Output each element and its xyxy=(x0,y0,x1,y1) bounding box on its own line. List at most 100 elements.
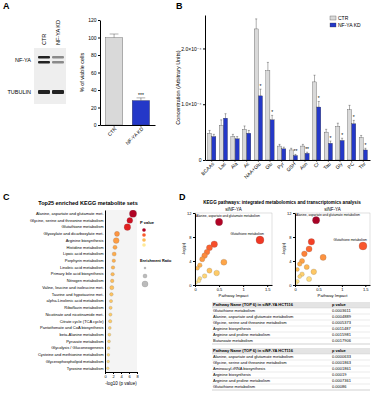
tick: Arginine biosynthesis xyxy=(66,238,105,243)
plot-background xyxy=(105,210,137,372)
legend-swatch xyxy=(142,281,148,287)
tick-label: Arginine biosynthesis xyxy=(66,238,104,243)
axis-title: -log(p) xyxy=(281,242,286,255)
dot xyxy=(108,340,111,343)
error-bar xyxy=(353,120,355,123)
bar xyxy=(359,138,363,160)
error-bar xyxy=(220,120,222,126)
dot xyxy=(111,272,115,276)
tick-mark xyxy=(193,261,195,262)
tick-mark xyxy=(98,125,100,126)
panel-letter: A xyxy=(3,1,10,11)
error-bar xyxy=(259,89,261,96)
tick: Citrate cycle (TCA cycle) xyxy=(60,319,105,324)
band xyxy=(52,61,64,64)
tick-label: Glyoxylate and dicarboxylate met. xyxy=(43,231,103,236)
axis: CTRNF-YA KD xyxy=(101,125,156,146)
dot xyxy=(110,293,114,297)
bar xyxy=(266,71,270,160)
tick-label: 0 xyxy=(294,287,297,292)
significance: * xyxy=(364,142,366,148)
tick-label: Porphyrin metabolism xyxy=(65,258,104,263)
tick-label: Lac xyxy=(217,160,227,170)
point xyxy=(202,274,207,279)
point xyxy=(306,276,311,281)
tick-label: Glycolysis / Gluconeogenesis xyxy=(51,345,103,350)
bar xyxy=(305,153,309,160)
table: Pathway Name (TOP 6) in siNF-YA HCT116p … xyxy=(212,302,370,344)
table-cell: Alanine, aspartate and glutamate metabol… xyxy=(213,354,294,359)
bar xyxy=(132,101,149,126)
dot xyxy=(112,259,116,263)
table-cell: 0.0007361 xyxy=(332,378,352,383)
legend: CTRNF-YA KD xyxy=(330,15,361,28)
tick-mark xyxy=(98,73,100,74)
tick: Asn xyxy=(298,160,308,171)
tick-mark xyxy=(203,160,205,161)
tick: Taurine and hypotaurine met. xyxy=(52,292,105,297)
bar xyxy=(105,38,122,126)
tick-label: 8 xyxy=(289,235,292,240)
point xyxy=(221,259,227,265)
tick: 120 xyxy=(88,17,100,23)
table-header xyxy=(212,348,370,354)
error-bar xyxy=(267,62,269,70)
tick-label: Valine, leucine and isoleucine met. xyxy=(42,285,103,290)
scatter-chart: siNF-YAAlanine, aspartate and glutamate … xyxy=(281,207,371,299)
dot xyxy=(109,306,112,309)
table-cell: Glycine, serine and threonine metabolism xyxy=(213,360,287,365)
table-cell: 0.0011487 xyxy=(332,326,351,331)
band xyxy=(38,61,50,64)
tick: 8 xyxy=(136,372,139,379)
plot-area xyxy=(106,210,136,370)
tick-label: Riboflavin metabolism xyxy=(64,305,104,310)
tick-label: Pantothenate and CoA biosynthesis xyxy=(40,325,103,330)
bar xyxy=(317,107,321,160)
tick: 20 xyxy=(91,105,100,111)
legend-swatch xyxy=(142,238,146,242)
tick-label: Cr xyxy=(312,160,320,168)
bar xyxy=(312,82,316,160)
tick-label: 12 xyxy=(287,211,292,216)
tick-label: Lipoic acid metabolism xyxy=(63,251,104,256)
tick-mark xyxy=(193,285,195,286)
error-bar xyxy=(232,134,234,136)
labels: *********** xyxy=(260,83,367,154)
plot-area xyxy=(208,19,368,160)
significance: *** xyxy=(138,92,144,98)
tick: Nitrogen metabolism xyxy=(67,278,105,283)
error-bar xyxy=(209,130,211,133)
error-bar xyxy=(283,147,285,149)
bar xyxy=(258,96,262,160)
tick-label: 20 xyxy=(91,105,97,111)
tick-label: 4 xyxy=(289,259,292,264)
dot-chart: CTop25 enriched KEGG metabolite setsAlan… xyxy=(3,192,172,386)
tick-label: 60 xyxy=(91,70,97,76)
table-cell: Arginine biosynthesis xyxy=(213,326,251,331)
table-cell: Glutathione metabolism xyxy=(213,308,256,313)
tick: Histidine metabolism xyxy=(67,245,105,250)
bar xyxy=(270,120,274,160)
tick-label: 120 xyxy=(88,17,97,23)
tick-label: Pyruvate metabolism xyxy=(66,339,104,344)
tick-label: alpha-Linolenic acid metabolism xyxy=(47,298,105,303)
tick-label: 40 xyxy=(91,87,97,93)
tick-label: 12 xyxy=(187,211,192,216)
tick: Pyruvate metabolism xyxy=(66,339,105,344)
dot xyxy=(107,354,110,357)
point xyxy=(207,268,212,273)
tick-label: 1.5 xyxy=(265,287,271,292)
tick: 0.5 xyxy=(217,285,223,292)
table-header-cell: Pathway Name (TOP 6) in siNF-YA HCT116 xyxy=(213,348,294,353)
point xyxy=(359,242,367,250)
table-header-cell: p value xyxy=(332,348,347,353)
tick: 1 xyxy=(243,285,246,292)
tick: GSH xyxy=(285,160,297,173)
error-bar xyxy=(271,115,273,119)
band xyxy=(52,90,64,94)
tick: 0 xyxy=(104,372,107,379)
table: Pathway Name (TOP 6) in siNF-YA HCT116 p … xyxy=(212,348,370,390)
tick: Lac xyxy=(217,160,227,171)
western-blot: ACTRNF-YA KDNF-YATUBULIN xyxy=(3,1,66,104)
tick-label: beta-Alanine metabolism xyxy=(59,332,104,337)
